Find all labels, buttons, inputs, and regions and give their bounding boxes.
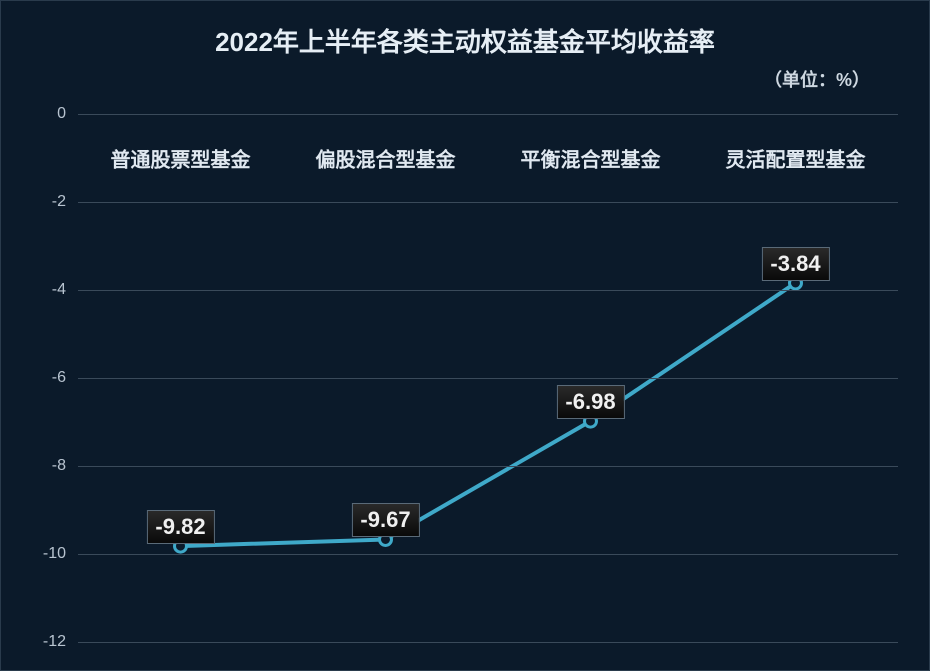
data-label: -3.84 [761,247,829,281]
gridline [78,642,898,643]
ytick-label: -12 [26,633,66,651]
gridline [78,202,898,203]
plot-area: 0-2-4-6-8-10-12普通股票型基金偏股混合型基金平衡混合型基金灵活配置… [78,114,898,642]
category-label: 灵活配置型基金 [726,144,866,173]
chart-title: 2022年上半年各类主动权益基金平均收益率 [0,22,930,59]
gridline [78,554,898,555]
chart-container: 2022年上半年各类主动权益基金平均收益率 （单位：%） 0 -2 -4 -6 -8 -1… [0,0,930,671]
line-series [181,283,796,546]
ytick-label: -6 [26,369,66,387]
gridline [78,290,898,291]
category-label: 普通股票型基金 [111,144,251,173]
ytick-label: -8 [26,457,66,475]
data-label: -9.67 [351,503,419,537]
gridline [78,378,898,379]
category-label: 偏股混合型基金 [316,144,456,173]
ytick-label: -10 [26,545,66,563]
data-label: -6.98 [556,385,624,419]
ytick-label: -4 [26,281,66,299]
chart-subtitle: （单位：%） [764,66,870,92]
gridline [78,114,898,115]
data-label: -9.82 [146,510,214,544]
ytick-label: -2 [26,193,66,211]
gridline [78,466,898,467]
ytick-label: 0 [26,105,66,123]
category-label: 平衡混合型基金 [521,144,661,173]
